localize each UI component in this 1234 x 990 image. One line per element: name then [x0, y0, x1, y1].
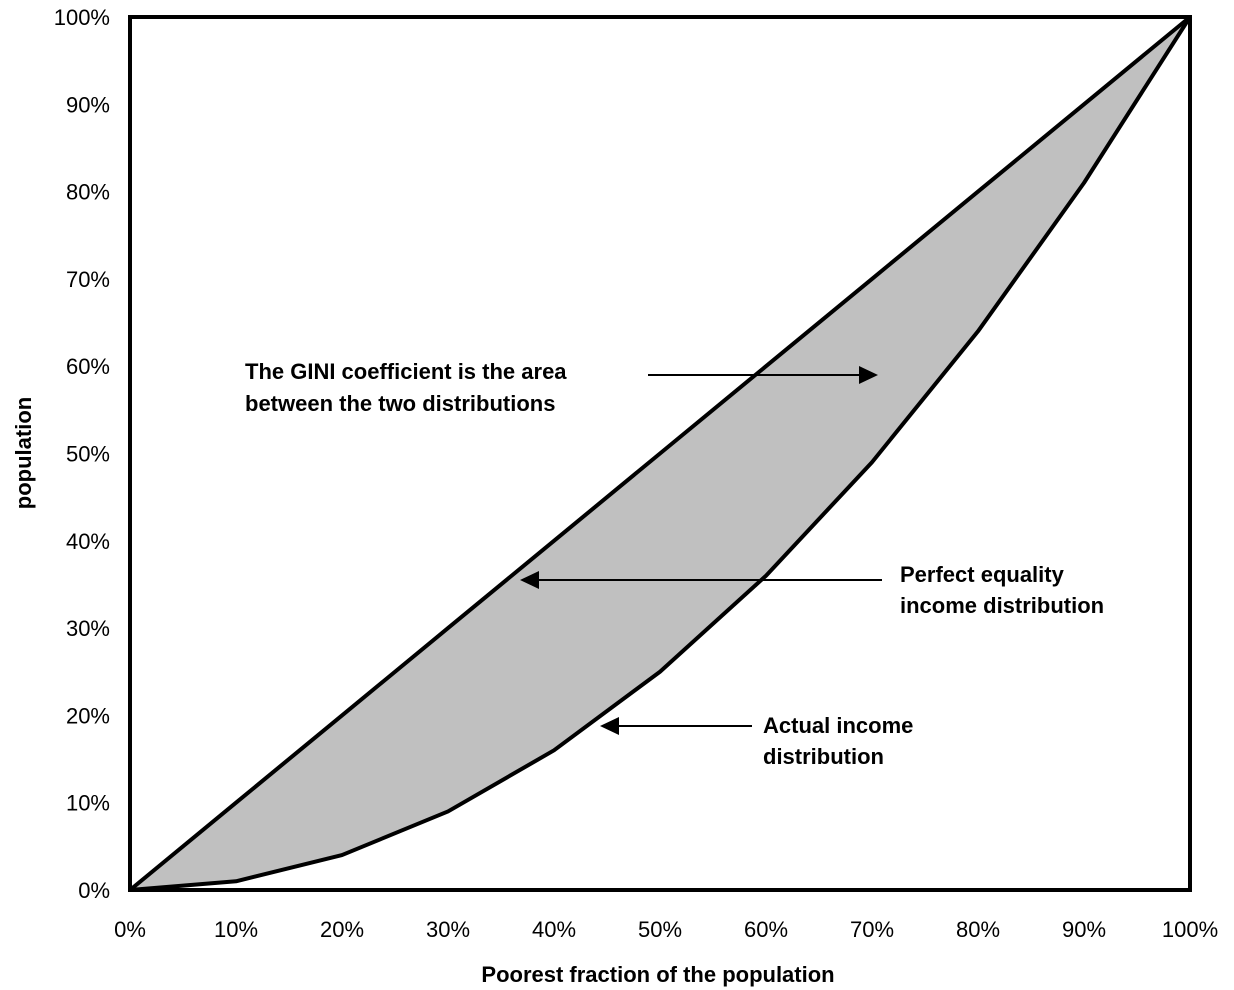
- annotation-gini-line-1: The GINI coefficient is the area: [245, 359, 567, 384]
- x-tick-label: 40%: [532, 917, 576, 942]
- x-tick-label: 90%: [1062, 917, 1106, 942]
- x-tick-label: 70%: [850, 917, 894, 942]
- series-line-actual-income: [129, 15, 1192, 892]
- y-tick-label: 60%: [66, 354, 110, 379]
- y-tick-label: 0%: [78, 878, 110, 903]
- annotation-perfect-equality: Perfect equality income distribution: [520, 562, 1104, 618]
- y-tick-label: 20%: [66, 703, 110, 728]
- x-axis-title: Poorest fraction of the population: [481, 962, 834, 987]
- y-tick-label: 100%: [54, 5, 110, 30]
- x-tick-label: 50%: [638, 917, 682, 942]
- annotation-gini-arrowhead: [859, 366, 878, 384]
- annotation-gini-line-2: between the two distributions: [245, 391, 555, 416]
- y-tick-label: 50%: [66, 442, 110, 467]
- annotation-gini: The GINI coefficient is the area between…: [245, 359, 878, 416]
- annotation-equality-arrowhead: [520, 571, 539, 589]
- annotation-equality-line-2: income distribution: [900, 593, 1104, 618]
- y-tick-label: 70%: [66, 267, 110, 292]
- x-axis-ticks: 0% 10% 20% 30% 40% 50% 60% 70% 80% 90% 100%: [114, 917, 1218, 942]
- y-axis-ticks: 0% 10% 20% 30% 40% 50% 60% 70% 80% 90% 100%: [54, 5, 110, 903]
- x-tick-label: 10%: [214, 917, 258, 942]
- y-tick-label: 80%: [66, 180, 110, 205]
- annotation-actual-line-2: distribution: [763, 744, 884, 769]
- x-tick-label: 100%: [1162, 917, 1218, 942]
- series-line-perfect-equality: [128, 15, 1192, 892]
- annotation-equality-line-1: Perfect equality: [900, 562, 1065, 587]
- y-tick-label: 90%: [66, 92, 110, 117]
- x-tick-label: 80%: [956, 917, 1000, 942]
- x-tick-label: 60%: [744, 917, 788, 942]
- y-tick-label: 30%: [66, 616, 110, 641]
- annotation-actual-arrowhead: [600, 717, 619, 735]
- y-axis-title: population: [11, 397, 36, 509]
- y-tick-label: 10%: [66, 791, 110, 816]
- annotation-actual-income: Actual income distribution: [600, 713, 913, 769]
- x-tick-label: 0%: [114, 917, 146, 942]
- plot-frame: [128, 15, 1192, 892]
- x-tick-label: 20%: [320, 917, 364, 942]
- annotation-actual-line-1: Actual income: [763, 713, 913, 738]
- x-tick-label: 30%: [426, 917, 470, 942]
- y-tick-label: 40%: [66, 529, 110, 554]
